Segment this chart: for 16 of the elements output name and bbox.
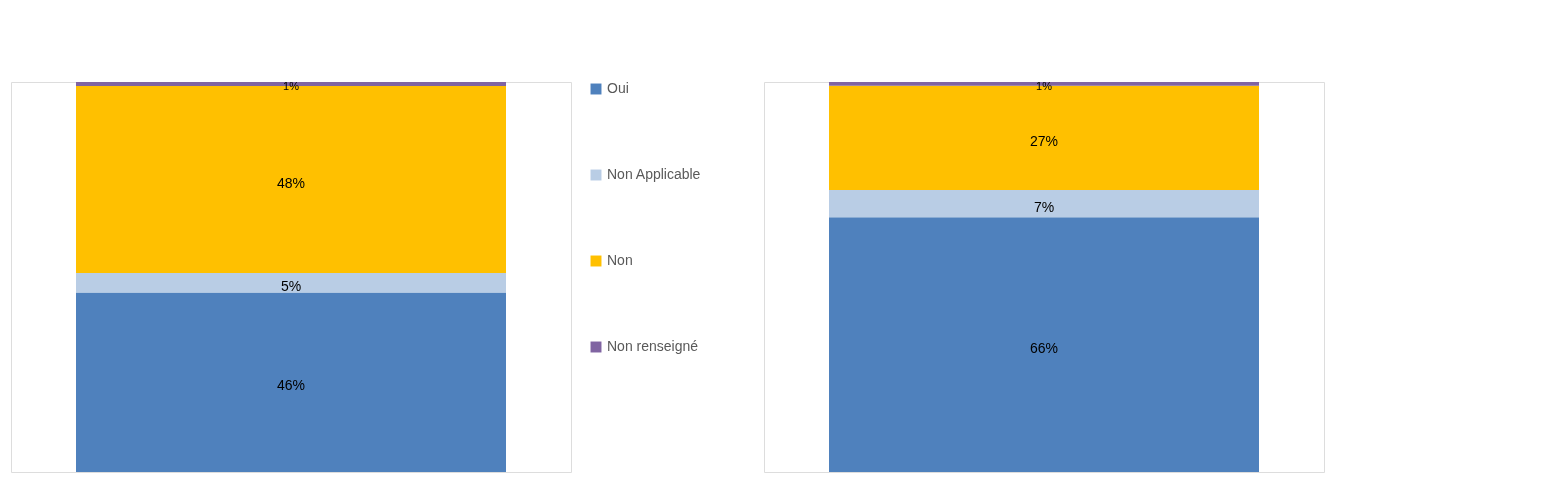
data-label: 48% — [276, 174, 306, 191]
legend-label: Non renseigné — [607, 338, 699, 354]
bar — [76, 292, 506, 472]
legend-label: Oui — [607, 80, 629, 96]
data-label: 7% — [1033, 198, 1055, 215]
data-label: 66% — [1029, 339, 1059, 356]
bar — [829, 217, 1259, 472]
legend-label: Non Applicable — [607, 166, 701, 182]
data-label: 5% — [280, 277, 302, 294]
legend-label: Non — [607, 252, 633, 268]
data-label: 1% — [1036, 79, 1053, 92]
data-label: 27% — [1029, 132, 1059, 149]
data-label: 1% — [283, 79, 300, 92]
bar — [829, 190, 1259, 218]
bar — [76, 273, 506, 293]
data-label: 46% — [276, 377, 306, 394]
